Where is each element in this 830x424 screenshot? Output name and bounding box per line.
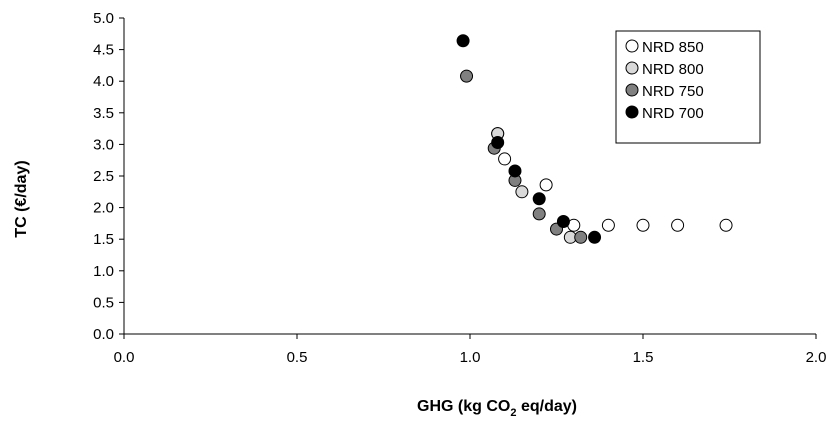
x-tick-labels: 0.0 0.5 1.0 1.5 2.0 (114, 349, 827, 366)
x-tick-label: 0.5 (287, 349, 308, 366)
y-tick-label: 0.5 (93, 294, 114, 311)
x-tick-label: 1.0 (460, 349, 481, 366)
point-nrd-850 (719, 218, 733, 232)
point-nrd-850 (671, 218, 685, 232)
x-tick-label: 2.0 (806, 349, 827, 366)
y-tick-label: 2.5 (93, 168, 114, 185)
point-nrd-850 (539, 178, 553, 192)
y-tick-label: 4.0 (93, 73, 114, 90)
y-tick-label: 0.0 (93, 326, 114, 343)
y-tick-label: 2.0 (93, 200, 114, 217)
data-points (456, 34, 733, 244)
x-axis-title-subscript: 2 (510, 407, 516, 419)
point-nrd-750 (532, 207, 546, 221)
y-axis-title: TC (€/day) (13, 160, 30, 237)
legend-label-nrd-850: NRD 850 (642, 39, 704, 56)
legend-marker-nrd-800 (625, 61, 639, 75)
point-nrd-750 (460, 69, 474, 83)
x-tick-label: 1.5 (633, 349, 654, 366)
legend-marker-nrd-700 (625, 105, 639, 119)
x-tick-label: 0.0 (114, 349, 135, 366)
legend-label-nrd-700: NRD 700 (642, 105, 704, 122)
legend-marker-nrd-850 (625, 39, 639, 53)
x-axis-title-prefix: GHG (kg CO (417, 398, 510, 415)
y-tick-label: 5.0 (93, 10, 114, 27)
legend-marker-nrd-750 (625, 83, 639, 97)
point-nrd-800 (515, 185, 529, 199)
y-tick-labels: 0.0 0.5 1.0 1.5 2.0 2.5 3.0 3.5 4.0 4.5 5.0 (93, 10, 114, 343)
point-nrd-700 (532, 192, 546, 206)
point-nrd-700 (491, 136, 505, 150)
point-nrd-850 (636, 218, 650, 232)
y-tick-label: 1.0 (93, 263, 114, 280)
y-tick-label: 1.5 (93, 231, 114, 248)
y-tick-label: 3.0 (93, 136, 114, 153)
legend-label-nrd-750: NRD 750 (642, 83, 704, 100)
point-nrd-700 (588, 230, 602, 244)
y-tick-label: 3.5 (93, 105, 114, 122)
legend: NRD 850 NRD 800 NRD 750 NRD 700 (615, 30, 761, 144)
axes (119, 17, 817, 339)
point-nrd-850 (498, 152, 512, 166)
point-nrd-700 (508, 164, 522, 178)
point-nrd-700 (556, 215, 570, 229)
x-axis-title-suffix: eq/day) (517, 398, 577, 415)
legend-box (615, 30, 761, 144)
x-axis-title: GHG (kg CO2 eq/day) (417, 398, 577, 419)
y-tick-label: 4.5 (93, 42, 114, 59)
point-nrd-750 (574, 230, 588, 244)
legend-label-nrd-800: NRD 800 (642, 61, 704, 78)
point-nrd-850 (601, 218, 615, 232)
point-nrd-700 (456, 34, 470, 48)
